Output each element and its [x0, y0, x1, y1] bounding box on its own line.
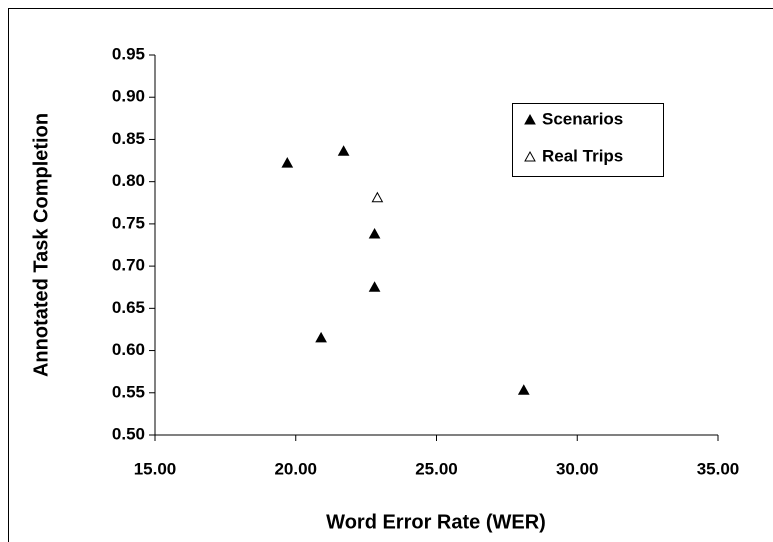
x-tick-label: 30.00 — [556, 459, 599, 478]
legend-label: Real Trips — [542, 146, 623, 165]
scatter-point — [281, 157, 294, 168]
legend-marker — [524, 150, 536, 162]
y-tick-label: 0.65 — [112, 298, 145, 317]
y-tick-label: 0.95 — [112, 44, 145, 63]
x-tick-label: 35.00 — [697, 459, 740, 478]
y-tick-label: 0.75 — [112, 213, 145, 232]
scatter-point — [371, 191, 384, 203]
y-axis-label: Annotated Task Completion — [30, 113, 52, 377]
scatter-point — [368, 227, 381, 239]
x-axis-label: Word Error Rate (WER) — [326, 511, 546, 533]
scatter-point — [337, 145, 350, 156]
y-tick-label: 0.90 — [112, 87, 145, 106]
scatter-point — [517, 384, 530, 395]
y-tick-label: 0.85 — [112, 129, 145, 148]
legend-label: Scenarios — [542, 109, 623, 128]
scatter-point — [315, 331, 327, 343]
scatter-point — [368, 281, 381, 292]
y-tick-label: 0.70 — [112, 256, 145, 275]
legend-marker — [524, 113, 536, 125]
x-tick-label: 15.00 — [134, 459, 177, 478]
y-tick-label: 0.50 — [112, 424, 145, 443]
x-tick-label: 20.00 — [274, 459, 317, 478]
chart-frame — [8, 8, 773, 542]
y-tick-label: 0.55 — [112, 382, 145, 401]
y-tick-label: 0.80 — [112, 171, 145, 190]
legend-box — [512, 103, 664, 177]
x-tick-label: 25.00 — [415, 459, 458, 478]
y-tick-label: 0.60 — [112, 340, 145, 359]
